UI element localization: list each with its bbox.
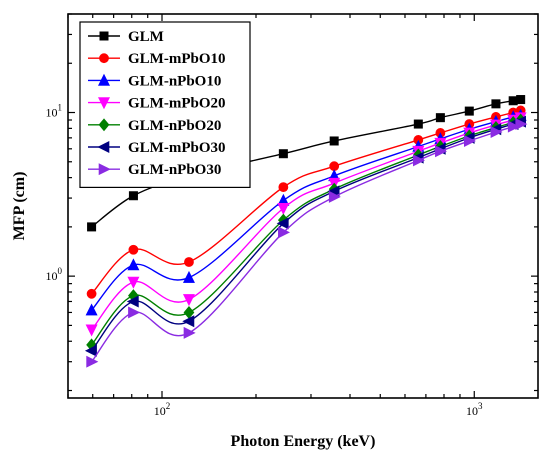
legend-label: GLM-nPbO20 [128,118,221,134]
data-point [278,149,288,159]
data-point [184,257,194,267]
data-point [413,119,423,129]
axes-layer: 102 103 100 101 [46,13,539,418]
data-point [86,355,99,368]
data-point [278,182,289,193]
x-tick-label: 102 [154,401,171,418]
legend-label: GLM-nPbO30 [128,162,221,178]
legend-marker [99,31,109,41]
legend-label: GLM-mPbO10 [128,51,226,67]
y-tick-label: 101 [46,103,63,120]
data-point [128,191,138,201]
legend-label: GLM-mPbO20 [128,96,226,112]
data-point [86,288,97,299]
data-point [507,120,520,133]
legend-entry: GLM-nPbO10 [88,73,221,89]
data-point [126,295,139,308]
data-point [127,258,140,271]
legend-marker [97,141,110,153]
legend-entry: GLM [88,29,164,45]
legend-entry: GLM-mPbO20 [88,96,226,112]
legend-label: GLM [128,29,164,45]
legend-entry: GLM-mPbO10 [88,51,226,67]
legend-entry: GLM-mPbO30 [88,140,226,156]
data-point [276,217,289,230]
legend-entry: GLM-nPbO30 [88,162,221,178]
y-tick-label: 100 [46,266,63,283]
data-point [328,190,341,203]
data-point [87,222,97,232]
data-point [464,106,474,116]
legend-entry: GLM-nPbO20 [88,118,221,134]
data-point [463,134,476,147]
data-point [182,270,195,283]
legend-marker [98,118,110,132]
data-point [413,154,425,167]
data-point [435,113,445,123]
data-point [182,294,195,307]
data-point [128,306,141,319]
data-point [277,202,290,215]
plot-frame [67,13,539,399]
legend-marker [98,97,110,110]
data-point [278,226,291,239]
legend: GLM GLM-mPbO10 GLM-nPbO10 GLM-mPbO20 GLM-nPb… [79,21,251,188]
legend-label: GLM-nPbO10 [128,73,221,89]
legend-box [79,21,251,188]
data-point [491,99,501,109]
data-point [183,326,196,339]
legend-label: GLM-mPbO30 [128,140,226,156]
data-point [182,315,195,328]
data-point [85,324,98,337]
data-point [515,118,528,131]
legend-marker [98,73,110,86]
legend-marker [99,53,109,64]
data-point [508,96,518,106]
data-point [329,136,339,146]
data-point [516,95,526,105]
data-point [84,344,97,357]
data-point [127,276,140,289]
data-point [490,126,503,139]
data-point [128,244,139,255]
series-glm-npbo30 [86,118,528,368]
plot-layer [84,95,528,368]
x-tick-label: 103 [466,401,483,418]
data-point [435,145,448,158]
data-point [85,303,98,316]
legend-marker [98,163,111,176]
x-axis-title: Photon Energy (keV) [231,433,376,450]
y-axis-title: MFP (cm) [11,172,28,241]
